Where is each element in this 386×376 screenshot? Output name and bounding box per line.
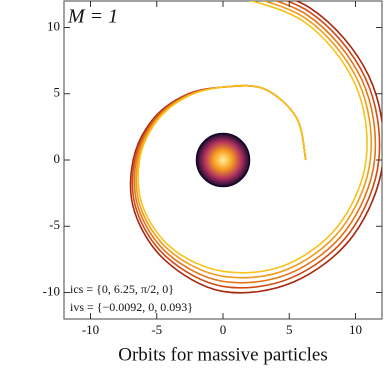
x-tick-label: -10 bbox=[82, 322, 99, 337]
x-tick-label: -5 bbox=[151, 322, 162, 337]
orbits bbox=[129, 1, 382, 294]
annotation: ics = {0, 6.25, π/2, 0} bbox=[70, 282, 174, 296]
y-tick-label: 5 bbox=[54, 85, 61, 100]
orbit bbox=[137, 1, 368, 274]
x-tick-label: 0 bbox=[220, 322, 227, 337]
y-tick-label: -10 bbox=[43, 283, 60, 298]
x-tick-label: 5 bbox=[286, 322, 293, 337]
y-tick-label: 10 bbox=[47, 18, 60, 33]
chart-title: M = 1 bbox=[67, 6, 118, 28]
black-hole bbox=[195, 132, 251, 188]
y-tick-label: -5 bbox=[49, 217, 60, 232]
annotation: ivs = {−0.0092, 0, 0.093} bbox=[70, 300, 193, 314]
x-axis-label: Orbits for massive particles bbox=[118, 344, 327, 365]
y-tick-label: 0 bbox=[54, 151, 61, 166]
x-tick-label: 10 bbox=[349, 322, 362, 337]
